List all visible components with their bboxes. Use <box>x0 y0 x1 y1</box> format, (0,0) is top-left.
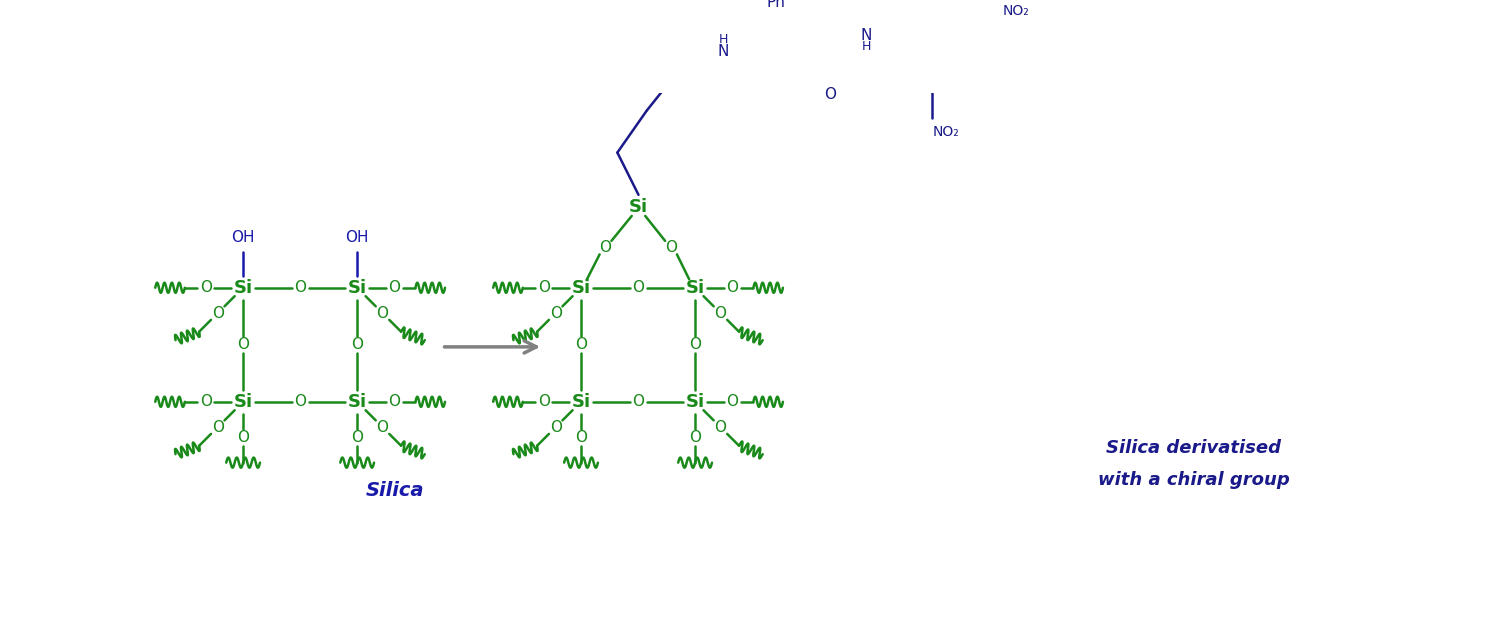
Text: O: O <box>200 394 211 409</box>
Text: H: H <box>718 33 728 46</box>
Text: Si: Si <box>348 279 366 297</box>
Text: O: O <box>376 306 388 321</box>
Text: N: N <box>861 28 873 43</box>
Text: O: O <box>351 430 363 445</box>
Text: O: O <box>388 280 400 295</box>
Text: O: O <box>825 87 837 102</box>
Text: O: O <box>664 240 676 255</box>
Text: O: O <box>388 394 400 409</box>
Text: O: O <box>538 280 550 295</box>
Text: Si: Si <box>234 279 252 297</box>
Text: O: O <box>632 280 644 295</box>
Text: Si: Si <box>686 393 705 411</box>
Text: O: O <box>549 420 561 435</box>
Text: O: O <box>237 337 249 352</box>
Text: O: O <box>688 337 700 352</box>
Text: O: O <box>294 394 306 409</box>
Text: O: O <box>726 394 738 409</box>
Text: O: O <box>600 240 612 255</box>
Text: with a chiral group: with a chiral group <box>1098 471 1290 489</box>
Text: Silica: Silica <box>366 481 424 500</box>
Text: N: N <box>717 43 729 59</box>
Text: O: O <box>632 394 644 409</box>
Text: O: O <box>294 280 306 295</box>
Text: O: O <box>376 420 388 435</box>
Text: O: O <box>538 394 550 409</box>
Text: O: O <box>726 280 738 295</box>
Text: O: O <box>714 306 726 321</box>
Text: O: O <box>211 420 223 435</box>
Text: O: O <box>211 306 223 321</box>
Text: O: O <box>574 337 586 352</box>
Text: NO₂: NO₂ <box>933 125 958 140</box>
Text: Si: Si <box>572 279 591 297</box>
Text: OH: OH <box>231 229 255 244</box>
Text: O: O <box>574 430 586 445</box>
Text: Si: Si <box>348 393 366 411</box>
Text: H: H <box>862 40 871 53</box>
Text: Si: Si <box>572 393 591 411</box>
Text: Ph: Ph <box>766 0 786 10</box>
Text: NO₂: NO₂ <box>1002 4 1029 17</box>
Text: O: O <box>714 420 726 435</box>
Text: O: O <box>351 337 363 352</box>
Text: Si: Si <box>628 198 648 216</box>
Text: O: O <box>200 280 211 295</box>
Text: Si: Si <box>234 393 252 411</box>
Text: Si: Si <box>686 279 705 297</box>
Text: Silica derivatised: Silica derivatised <box>1106 439 1281 458</box>
Text: OH: OH <box>345 229 369 244</box>
Text: O: O <box>237 430 249 445</box>
Text: O: O <box>688 430 700 445</box>
Text: O: O <box>549 306 561 321</box>
